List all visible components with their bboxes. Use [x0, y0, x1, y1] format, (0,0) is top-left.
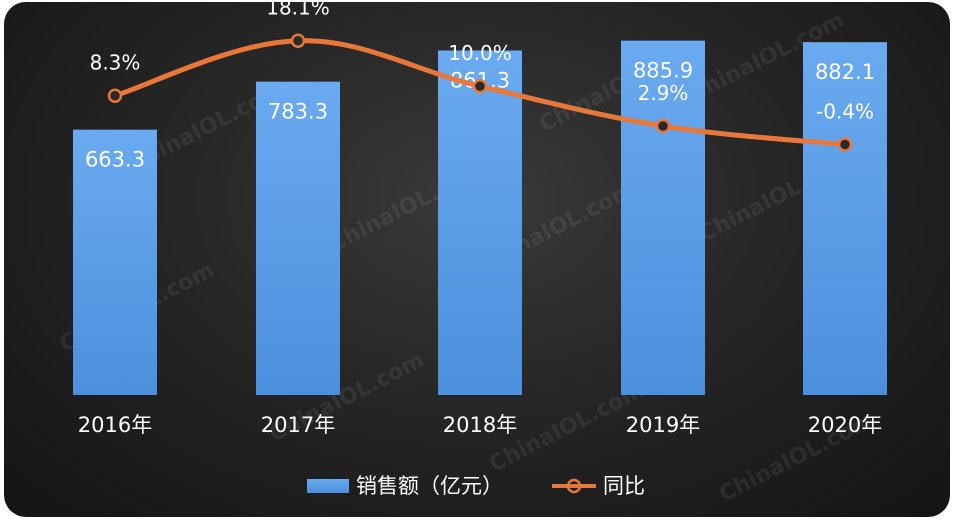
bar-value-label: 783.3	[268, 100, 328, 124]
line-value-label: 8.3%	[90, 51, 141, 75]
bar	[803, 42, 887, 395]
line-value-label: 2.9%	[638, 81, 689, 105]
line-point	[472, 78, 488, 94]
legend-line-marker	[566, 478, 582, 494]
bar-value-label: 885.9	[633, 59, 693, 83]
legend-label-bar: 销售额（亿元）	[356, 474, 503, 498]
legend-label-line: 同比	[603, 474, 645, 498]
chart-card: ChinaIOL.com ChinaIOL.com ChinaIOL.com Chin…	[4, 2, 950, 517]
x-tick-label: 2018年	[443, 413, 517, 437]
x-tick-label: 2019年	[626, 413, 700, 437]
legend-bar-swatch	[307, 479, 349, 493]
line-layer	[107, 33, 853, 152]
bar	[73, 129, 157, 395]
line-point	[107, 88, 123, 103]
bar	[438, 50, 522, 395]
bar	[621, 40, 705, 395]
x-tick-label: 2017年	[261, 413, 335, 437]
bar-value-label: 882.1	[815, 60, 875, 84]
x-tick-label: 2020年	[808, 413, 882, 437]
line-point	[290, 33, 306, 48]
line-labels: 8.3% 18.1% 10.0% 2.9% -0.4%	[90, 2, 874, 124]
combo-chart: ChinaIOL.comChinaIOL.comChinaIOL.comChin…	[55, 2, 887, 507]
bar	[256, 81, 340, 396]
x-axis-ticks: 2016年 2017年 2018年 2019年 2020年	[78, 413, 882, 437]
legend: 销售额（亿元） 同比	[307, 474, 645, 498]
line-value-label: 10.0%	[448, 41, 512, 65]
x-tick-label: 2016年	[78, 413, 152, 437]
bars	[73, 40, 887, 396]
line-value-label: -0.4%	[816, 100, 874, 124]
line-point	[655, 118, 671, 134]
line-point	[837, 137, 853, 152]
line-value-label: 18.1%	[266, 2, 330, 20]
bar-value-label: 663.3	[85, 148, 145, 172]
